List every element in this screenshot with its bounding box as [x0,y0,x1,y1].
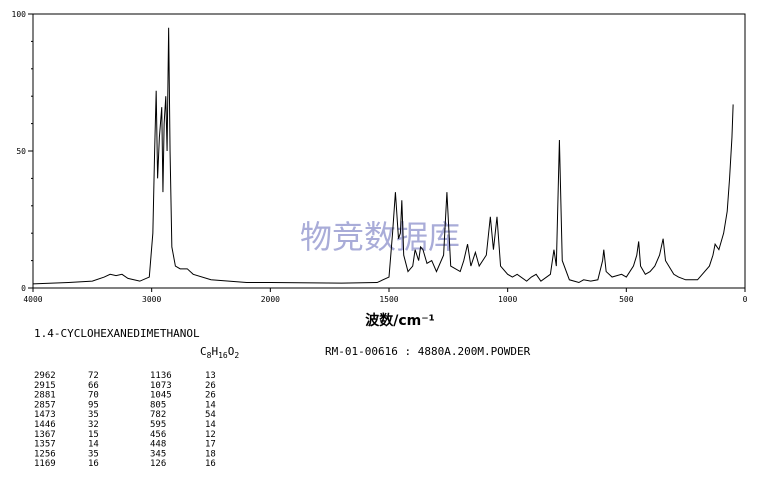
x-tick-label: 1000 [498,295,517,304]
peak-intensity: 66 [88,381,99,391]
x-tick-label: 1500 [379,295,398,304]
peak-wavenumber: 2915 [34,381,56,391]
peak-wavenumber: 456 [150,430,166,440]
peak-wavenumber: 1169 [34,459,56,469]
y-tick-label: 0 [21,284,26,293]
peak-wavenumber: 126 [150,459,166,469]
peak-intensity: 54 [205,410,216,420]
peak-intensity: 14 [205,400,216,410]
peak-intensity: 72 [88,371,99,381]
peak-wavenumber: 1357 [34,440,56,450]
peak-intensity: 26 [205,381,216,391]
peak-wavenumber: 595 [150,420,166,430]
peak-wavenumber: 448 [150,440,166,450]
peak-wavenumber: 2962 [34,371,56,381]
peak-intensity: 12 [205,430,216,440]
peak-intensity: 18 [205,449,216,459]
peak-wavenumber: 1367 [34,430,56,440]
formula-subscript: 8 [207,351,212,360]
spectrum-line [32,27,734,285]
peak-wavenumber: 345 [150,449,166,459]
x-tick-label: 500 [619,295,634,304]
peak-wavenumber: 1045 [150,391,172,401]
peak-wavenumber: 805 [150,400,166,410]
peak-intensity: 13 [205,371,216,381]
formula-element: O [228,345,235,358]
peak-wavenumber: 2881 [34,391,56,401]
peak-intensity: 35 [88,449,99,459]
peak-intensity: 14 [88,440,99,450]
peak-intensity: 17 [205,440,216,450]
x-tick-label: 3000 [142,295,161,304]
peak-wavenumber: 1256 [34,449,56,459]
x-tick-label: 4000 [23,295,42,304]
y-tick-label: 50 [16,147,26,156]
peak-intensity: 95 [88,400,99,410]
peak-wavenumber: 1136 [150,371,172,381]
peak-intensity: 16 [205,459,216,469]
peak-wavenumber: 1446 [34,420,56,430]
formula: C8H16O2 [200,345,239,360]
peak-wavenumber: 2857 [34,400,56,410]
peak-intensity: 14 [205,420,216,430]
peak-wavenumber: 1073 [150,381,172,391]
peak-intensity: 70 [88,391,99,401]
formula-element: H [211,345,218,358]
peak-intensity: 16 [88,459,99,469]
formula-element: C [200,345,207,358]
peak-intensity: 32 [88,420,99,430]
x-tick-label: 0 [743,295,748,304]
formula-subscript: 2 [234,351,239,360]
peak-intensity: 35 [88,410,99,420]
compound-name: 1.4-CYCLOHEXANEDIMETHANOL [34,327,200,340]
x-tick-label: 2000 [261,295,280,304]
peak-intensity: 26 [205,391,216,401]
watermark: 物竞数据库 [300,218,460,256]
peak-intensity: 15 [88,430,99,440]
y-tick-label: 100 [12,10,27,19]
sample-info: RM-01-00616 : 4880A.200M.POWDER [325,345,531,358]
x-axis-label: 波数/cm⁻¹ [365,312,435,329]
formula-subscript: 16 [218,351,228,360]
peak-wavenumber: 1473 [34,410,56,420]
peak-wavenumber: 782 [150,410,166,420]
